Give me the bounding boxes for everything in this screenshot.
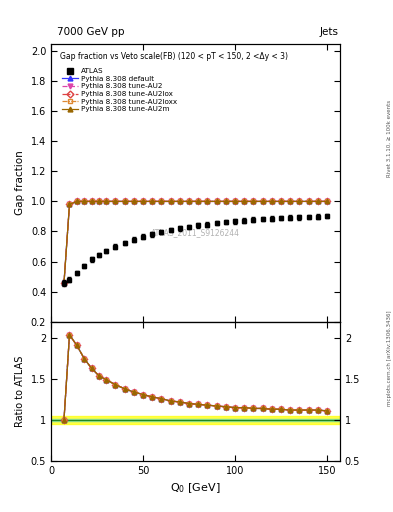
Text: Jets: Jets bbox=[320, 27, 339, 37]
Text: Rivet 3.1.10, ≥ 100k events: Rivet 3.1.10, ≥ 100k events bbox=[387, 100, 391, 177]
Bar bbox=[51, 419, 340, 421]
Legend: ATLAS, Pythia 8.308 default, Pythia 8.308 tune-AU2, Pythia 8.308 tune-AU2lox, Py: ATLAS, Pythia 8.308 default, Pythia 8.30… bbox=[61, 67, 178, 114]
Text: ATLAS_2011_S9126244: ATLAS_2011_S9126244 bbox=[151, 228, 240, 237]
Y-axis label: Gap fraction: Gap fraction bbox=[15, 150, 25, 215]
Text: Gap fraction vs Veto scale(FB) (120 < pT < 150, 2 <Δy < 3): Gap fraction vs Veto scale(FB) (120 < pT… bbox=[60, 52, 288, 61]
X-axis label: Q$_{0}$ [GeV]: Q$_{0}$ [GeV] bbox=[170, 481, 221, 495]
Bar bbox=[51, 416, 340, 424]
Text: 7000 GeV pp: 7000 GeV pp bbox=[57, 27, 125, 37]
Text: mcplots.cern.ch [arXiv:1306.3436]: mcplots.cern.ch [arXiv:1306.3436] bbox=[387, 311, 391, 406]
Y-axis label: Ratio to ATLAS: Ratio to ATLAS bbox=[15, 355, 25, 427]
